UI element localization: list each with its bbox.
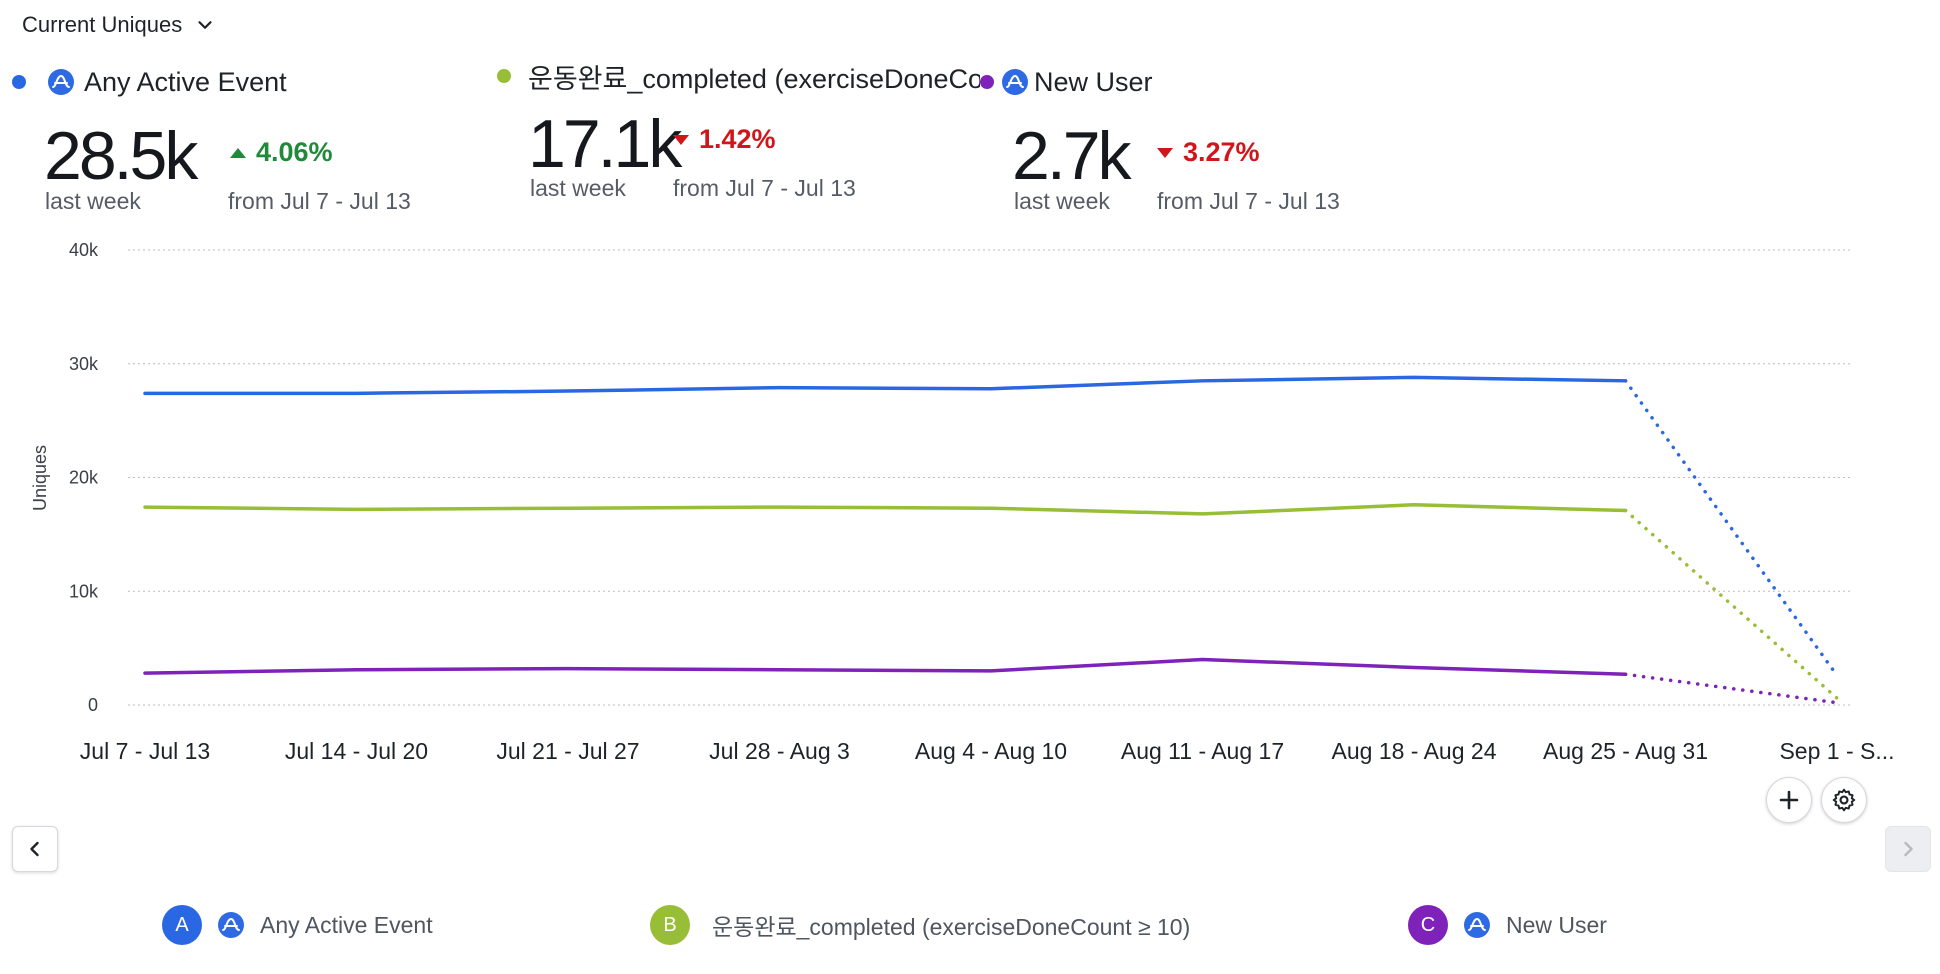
legend-label-b: 운동완료_completed (exerciseDoneCount ≥ 10)	[712, 914, 1191, 940]
chevron-down-icon	[198, 21, 212, 29]
legend-badge-b: B	[650, 905, 690, 945]
kpi-c-delta: 3.27%	[1157, 137, 1260, 168]
series-line	[143, 375, 1628, 396]
x-tick-label: Jul 21 - Jul 27	[496, 738, 639, 764]
up-arrow-icon	[230, 147, 246, 158]
y-tick-label: 30k	[69, 354, 99, 374]
kpi-a-color-dot	[12, 75, 26, 89]
y-tick-label: 0	[88, 695, 98, 715]
x-tick-label: Aug 11 - Aug 17	[1121, 738, 1284, 764]
x-tick-label: Aug 4 - Aug 10	[915, 738, 1067, 764]
series-projection-line	[1623, 508, 1839, 700]
down-arrow-icon	[1157, 147, 1173, 158]
gear-icon	[1832, 788, 1856, 812]
series-projection-line	[1623, 379, 1839, 678]
y-tick-label: 20k	[69, 468, 99, 488]
x-axis-ticks: Jul 7 - Jul 13 Jul 14 - Jul 20 Jul 21 - Ju…	[80, 738, 1895, 764]
y-axis-ticks: 0 10k 20k 30k 40k	[69, 240, 99, 715]
kpi-b-delta-value: 1.42%	[699, 124, 776, 154]
amplitude-icon	[1002, 69, 1028, 95]
chart-series	[143, 375, 1839, 705]
kpi-b-value: 17.1k	[528, 106, 682, 182]
legend-item-b[interactable]: B 운동완료_completed (exerciseDoneCount ≥ 10…	[650, 905, 1190, 945]
legend-label-c: New User	[1506, 911, 1607, 938]
series-line	[143, 657, 1628, 677]
kpi-c-color-dot	[980, 75, 994, 89]
kpi-c-name: New User	[1034, 66, 1153, 97]
x-tick-label: Aug 18 - Aug 24	[1332, 738, 1497, 764]
x-tick-label: Jul 14 - Jul 20	[285, 738, 428, 764]
kpi-c-delta-value: 3.27%	[1183, 137, 1260, 167]
series-line	[143, 503, 1628, 516]
series-projection-line	[1623, 672, 1839, 705]
chart-gridlines	[128, 249, 1850, 706]
kpi-a-name: Any Active Event	[84, 66, 287, 97]
legend-item-a[interactable]: A Any Active Event	[162, 905, 433, 945]
x-tick-label: Aug 25 - Aug 31	[1543, 738, 1708, 764]
down-arrow-icon	[673, 134, 689, 145]
x-tick-label: Jul 28 - Aug 3	[709, 738, 850, 764]
amplitude-icon	[218, 912, 244, 938]
kpi-a-delta-caption: from Jul 7 - Jul 13	[228, 188, 411, 214]
kpi-b-caption: last week	[530, 175, 626, 201]
x-tick-label: Jul 7 - Jul 13	[80, 738, 210, 764]
legend-badge-c: C	[1408, 905, 1448, 945]
metric-dropdown[interactable]: Current Uniques	[22, 12, 216, 38]
kpi-c-header: New User	[980, 64, 1159, 100]
kpi-a-value: 28.5k	[44, 118, 198, 194]
settings-button[interactable]	[1821, 777, 1867, 823]
legend-item-c[interactable]: C New User	[1408, 905, 1607, 945]
kpi-b-delta-caption: from Jul 7 - Jul 13	[673, 175, 856, 201]
y-tick-label: 10k	[69, 581, 99, 601]
add-button[interactable]	[1766, 777, 1812, 823]
amplitude-icon	[48, 69, 74, 95]
y-axis-label: Uniques	[30, 445, 50, 511]
kpi-a-header: Any Active Event	[12, 64, 287, 100]
legend-badge-a: A	[162, 905, 202, 945]
kpi-c-delta-caption: from Jul 7 - Jul 13	[1157, 188, 1340, 214]
previous-page-button[interactable]	[12, 826, 58, 872]
chevron-left-icon	[30, 841, 39, 857]
kpi-a-delta-value: 4.06%	[256, 137, 333, 167]
kpi-a-delta: 4.06%	[230, 137, 333, 168]
legend-label-a: Any Active Event	[260, 911, 433, 938]
chevron-right-icon	[1904, 841, 1913, 857]
next-page-button[interactable]	[1885, 826, 1931, 872]
metric-dropdown-label: Current Uniques	[22, 12, 183, 37]
y-tick-label: 40k	[69, 240, 99, 260]
kpi-b-delta: 1.42%	[673, 124, 776, 155]
amplitude-icon	[1464, 912, 1490, 938]
plus-icon	[1779, 790, 1799, 810]
x-tick-label: Sep 1 - S...	[1779, 738, 1894, 764]
kpi-a-caption: last week	[45, 188, 141, 214]
kpi-b-color-dot	[497, 69, 511, 83]
kpi-c-value: 2.7k	[1012, 118, 1132, 194]
kpi-c-caption: last week	[1014, 188, 1110, 214]
